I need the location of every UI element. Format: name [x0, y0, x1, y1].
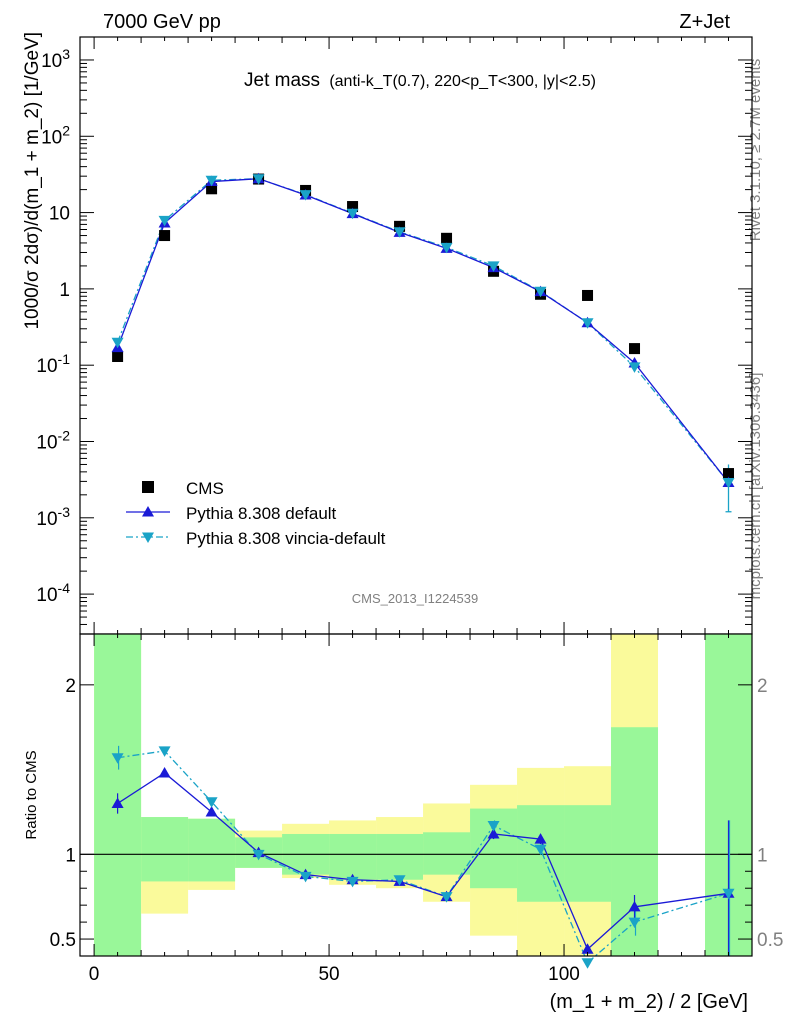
ratio-vincia-point: [487, 821, 500, 832]
ratio-y-tick-label-right: 2: [757, 676, 768, 697]
mcplots-label: mcplots.cern.ch [arXiv:1306.3436]: [747, 373, 764, 600]
ratio-band-inner-6: [376, 833, 424, 880]
series-line-vincia: [116, 178, 730, 483]
ratio-default-point: [534, 833, 547, 844]
ratio-band-inner-2: [188, 818, 236, 882]
legend: CMS Pythia 8.308 default Pythia 8.308 vinc…: [126, 479, 386, 548]
vincia-point: [205, 175, 218, 187]
vincia-point: [252, 174, 265, 185]
ratio-y-tick-label-right: 1: [757, 845, 768, 866]
main-y-tick-label: 103: [41, 46, 70, 72]
vincia-point: [534, 286, 547, 298]
vincia-point: [299, 190, 312, 201]
main-title-text: Jet mass: [244, 70, 320, 91]
ratio-default-point: [158, 766, 171, 778]
ratio-vincia-point: [393, 875, 406, 886]
rivet-version-label: Rivet 3.1.10, ≥ 2.7M events: [747, 59, 764, 242]
vincia-point: [581, 318, 594, 329]
legend-cms-marker: [142, 481, 154, 493]
legend-default-marker: [142, 506, 154, 517]
main-panel: 10-4 10-3 10-2 10-1 1 10 102 103 Jet mass (anti…: [22, 32, 753, 635]
cms-point: [347, 201, 359, 213]
x-tick-label: 100: [548, 964, 580, 985]
cms-point: [206, 183, 218, 195]
ratio-ylabel: Ratio to CMS: [23, 750, 40, 839]
main-axes: 10-4 10-3 10-2 10-1 1 10 102 103: [36, 36, 753, 635]
main-y-tick-label: 10-2: [36, 427, 70, 453]
vincia-point: [346, 208, 359, 220]
main-y-tick-label: 10: [49, 204, 70, 225]
ratio-band-inner-7: [423, 832, 471, 875]
x-tick-label: 50: [318, 964, 339, 985]
ratio-vincia-point: [299, 871, 312, 883]
ratio-band-inner-10: [564, 805, 612, 902]
ratio-default-point: [581, 943, 594, 954]
cms-point: [582, 289, 594, 301]
legend-vincia-marker: [142, 532, 154, 543]
vincia-point: [628, 362, 641, 373]
ratio-axes: 0 50 100 0.5 0.5 1 1 2 2: [50, 37, 783, 985]
legend-cms-label: CMS: [186, 479, 224, 498]
legend-default-label: Pythia 8.308 default: [186, 504, 337, 523]
ratio-panel: 0 50 100 0.5 0.5 1 1 2 2 Ratio to CMS (m_1 + m_2…: [23, 37, 783, 1013]
ratio-y-tick-label-left: 0.5: [50, 930, 76, 951]
energy-label: 7000 GeV pp: [103, 11, 221, 33]
ratio-y-tick-label-left: 1: [65, 845, 76, 866]
legend-vincia-label: Pythia 8.308 vincia-default: [186, 529, 386, 548]
ratio-frame: [79, 633, 753, 957]
main-frame: [79, 36, 753, 635]
main-plot-area: [111, 172, 735, 513]
series-line-default: [116, 178, 730, 483]
ratio-vincia-point: [581, 958, 594, 969]
cms-point: [629, 343, 641, 355]
ratio-vincia-point: [628, 917, 641, 929]
ratio-band-inner-5: [329, 833, 377, 880]
main-ylabel: 1000/σ 2dσ)/d(m_1 + m_2) [1/GeV]: [22, 32, 43, 330]
vincia-point: [722, 478, 735, 489]
ratio-vincia-point: [111, 753, 124, 764]
ratio-vincia-point: [346, 876, 359, 888]
main-y-tick-label: 102: [41, 122, 70, 148]
vincia-point: [158, 215, 171, 227]
x-tick-label: 0: [89, 964, 100, 985]
analysis-id-label: CMS_2013_I1224539: [352, 591, 479, 606]
ratio-y-tick-label-right: 0.5: [757, 930, 783, 951]
ratio-default-point: [628, 900, 641, 912]
cms-point: [159, 230, 171, 242]
vincia-point: [111, 337, 124, 349]
main-y-tick-label: 1: [59, 280, 70, 301]
main-y-tick-label: 10-1: [36, 351, 70, 377]
cms-point: [441, 232, 453, 244]
ratio-vincia-point: [158, 746, 171, 757]
ratio-default-point: [111, 797, 124, 808]
vincia-point: [440, 242, 453, 254]
ratio-xlabel: (m_1 + m_2) / 2 [GeV]: [550, 991, 748, 1013]
ratio-vincia-point: [205, 797, 218, 808]
ratio-default-point: [487, 827, 500, 839]
ratio-vincia-point: [252, 849, 265, 861]
main-title-sub: (anti-k_T(0.7), 220<p_T<300, |y|<2.5): [329, 73, 596, 90]
ratio-vincia-point: [722, 888, 735, 900]
cms-point: [112, 350, 124, 362]
main-title: Jet mass (anti-k_T(0.7), 220<p_T<300, |y…: [244, 70, 596, 91]
ratio-default-point: [205, 805, 218, 817]
cms-point: [723, 468, 735, 480]
ratio-vincia-point: [534, 844, 547, 856]
ratio-y-tick-label-left: 2: [65, 676, 76, 697]
ratio-band-inner-1: [141, 817, 189, 882]
process-label: Z+Jet: [679, 11, 730, 33]
main-y-tick-label: 10-4: [36, 580, 70, 606]
main-y-tick-label: 10-3: [36, 504, 70, 530]
cms-point: [394, 220, 406, 232]
vincia-point: [487, 261, 500, 272]
ratio-band-inner-8: [470, 808, 518, 889]
ratio-vincia-point: [440, 892, 453, 903]
vincia-point: [393, 227, 406, 238]
ratio-plot-area: [80, 634, 752, 969]
